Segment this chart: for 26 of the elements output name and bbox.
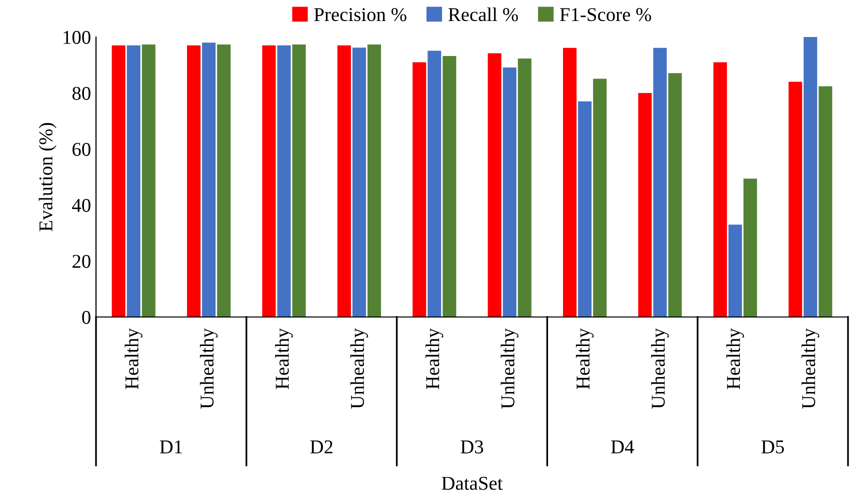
text: D4 (611, 440, 634, 454)
legend-label: Recall % (448, 7, 518, 22)
y-tick-label: 0 (82, 310, 90, 324)
text: D1 (160, 440, 182, 454)
legend-label: Precision % (314, 8, 406, 22)
x-tick-label: Unhealthy (350, 328, 368, 409)
y-tick-label: 80 (72, 86, 90, 100)
x-tick-label: Unhealthy (651, 328, 669, 409)
x-tick-label: Healthy (726, 328, 744, 390)
y-axis-title: Evalution (%) (38, 123, 56, 232)
x-tick-label: Unhealthy (500, 328, 518, 409)
x-axis-title: DataSet (442, 476, 503, 490)
x-tick-label: Healthy (124, 328, 142, 390)
x-tick-label: Healthy (576, 328, 594, 390)
y-tick-label: 20 (72, 254, 90, 268)
text: D5 (761, 440, 784, 454)
y-tick-label: 60 (72, 142, 90, 156)
text: D2 (310, 440, 332, 454)
x-tick-label: Healthy (275, 328, 293, 390)
x-tick-label: Unhealthy (802, 328, 820, 409)
legend-label: F1-Score % (560, 8, 652, 22)
x-tick-label: Healthy (426, 328, 444, 390)
x-tick-label: Unhealthy (200, 328, 218, 409)
y-tick-label: 40 (72, 198, 90, 212)
y-tick-label: 100 (64, 30, 90, 44)
text: D3 (460, 440, 484, 454)
